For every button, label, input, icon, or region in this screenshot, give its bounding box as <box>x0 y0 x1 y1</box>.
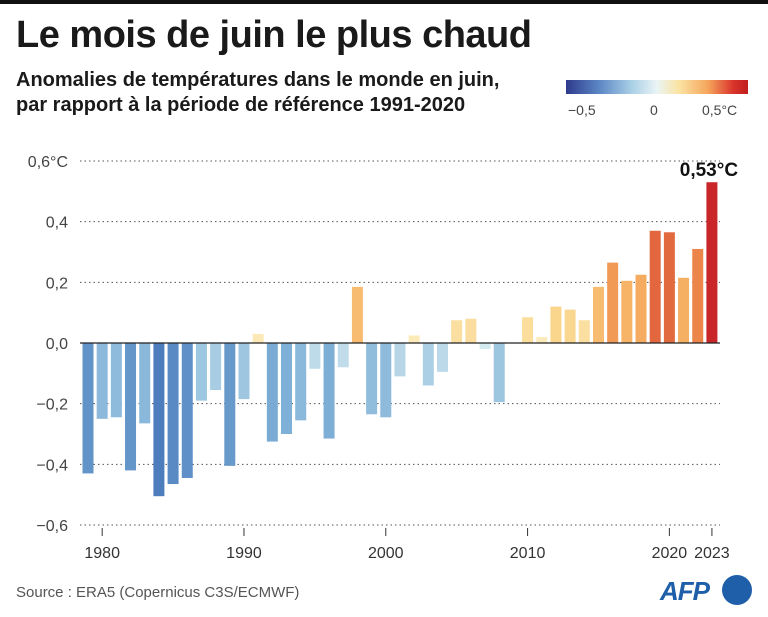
bar <box>224 343 236 466</box>
x-tick-label: 1990 <box>226 545 262 562</box>
bar-chart: 0,6°C 0,4 0,2 0,0 −0,2 −0,4 −0,6 1980 1990 2000 20… <box>28 154 739 562</box>
bar <box>380 343 392 418</box>
x-tick-label: 2000 <box>368 545 404 562</box>
scale-label-max: 0,5°C <box>702 102 738 118</box>
chart-subtitle: Anomalies de températures dans le monde … <box>16 68 556 118</box>
afp-logo: AFP <box>660 574 752 606</box>
y-tick-label: 0,2 <box>46 275 68 292</box>
bar <box>366 343 378 415</box>
bar <box>692 248 704 343</box>
bar <box>437 343 448 372</box>
y-tick-label: −0,4 <box>36 457 68 474</box>
bar <box>238 343 250 400</box>
bar <box>479 343 491 350</box>
color-scale-legend: −0,5 0 0,5°C <box>566 80 748 118</box>
bar <box>564 309 576 343</box>
bar <box>522 317 534 343</box>
source-note: Source : ERA5 (Copernicus C3S/ECMWF) <box>16 584 300 601</box>
bar <box>493 343 505 403</box>
bar <box>82 343 94 474</box>
scale-label-zero: 0 <box>650 102 658 118</box>
bar <box>210 343 222 391</box>
afp-logo-text: AFP <box>660 576 710 606</box>
bar <box>451 320 463 343</box>
bar <box>266 343 278 442</box>
bar <box>323 343 335 439</box>
x-tick-label: 1980 <box>84 545 120 562</box>
bar <box>706 182 718 343</box>
bar <box>663 232 675 343</box>
bar <box>607 262 619 343</box>
top-border <box>0 0 768 4</box>
value-annotation: 0,53°C <box>680 160 739 181</box>
y-tick-label: 0,4 <box>46 215 68 232</box>
y-tick-label: −0,2 <box>36 397 68 414</box>
y-tick-label: 0,6°C <box>28 154 68 171</box>
afp-logo-circle <box>722 575 752 605</box>
bar <box>351 286 363 343</box>
bar <box>536 336 548 343</box>
bar <box>465 318 477 343</box>
bar <box>295 343 307 421</box>
bar <box>550 306 562 343</box>
bar <box>252 333 264 343</box>
bar <box>167 343 179 485</box>
bar <box>195 343 207 401</box>
bar <box>649 230 661 343</box>
bar <box>96 343 108 419</box>
chart-title: Le mois de juin le plus chaud <box>16 14 532 56</box>
bar <box>110 343 122 418</box>
bar <box>125 343 137 471</box>
bar <box>678 277 690 343</box>
x-tick-label: 2010 <box>510 545 546 562</box>
y-tick-label: −0,6 <box>36 518 68 535</box>
bar <box>337 343 349 368</box>
scale-label-min: −0,5 <box>568 102 596 118</box>
bar <box>139 343 151 424</box>
subtitle-line-2: par rapport à la période de référence 19… <box>16 94 466 116</box>
bar <box>181 343 193 478</box>
x-tick-label: 2023 <box>694 545 730 562</box>
bar <box>281 343 293 434</box>
bar <box>635 274 647 343</box>
bar <box>592 286 604 343</box>
x-tick-label: 2020 <box>652 545 688 562</box>
y-tick-label: 0,0 <box>46 336 68 353</box>
bar <box>394 343 406 377</box>
bar <box>422 343 434 386</box>
bar <box>621 280 633 343</box>
bar <box>309 343 321 369</box>
color-scale-bar <box>566 80 748 94</box>
subtitle-line-1: Anomalies de températures dans le monde … <box>16 69 500 91</box>
bar <box>578 320 590 343</box>
bar <box>153 343 165 497</box>
bar <box>408 335 420 343</box>
